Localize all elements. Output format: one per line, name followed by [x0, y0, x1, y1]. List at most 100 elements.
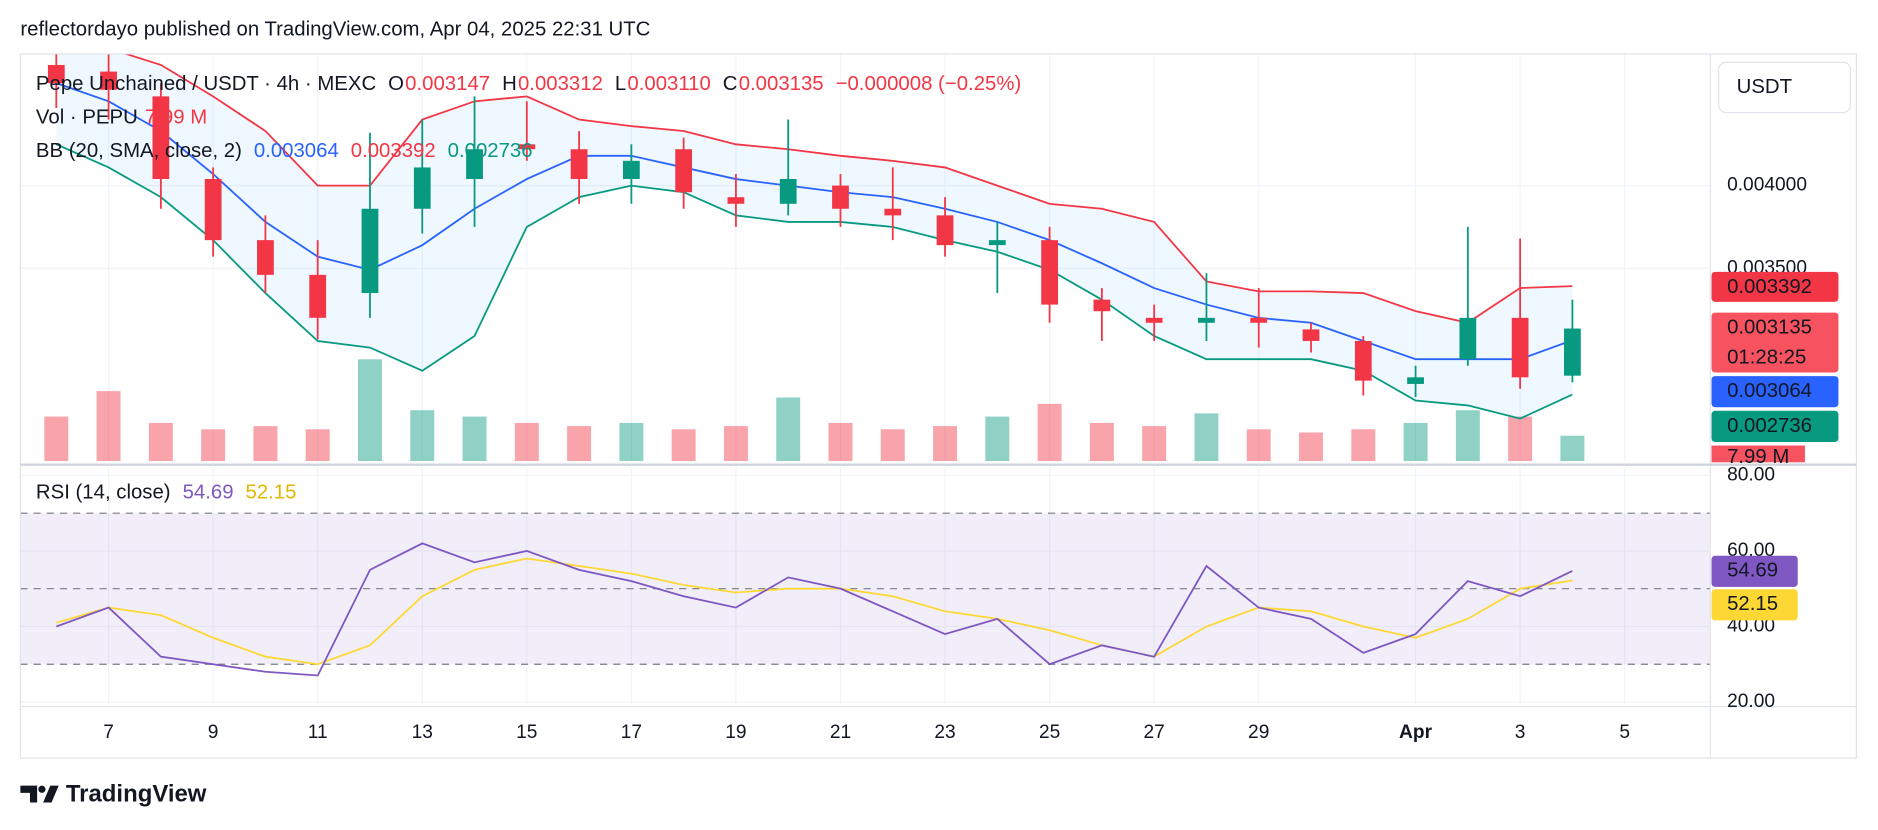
rsi-tick-label: 20.00 — [1727, 691, 1775, 712]
volume-bar — [933, 426, 958, 462]
legend-row: RSI (14, close) 54.69 52.15 — [36, 482, 297, 504]
volume-bar — [776, 397, 801, 462]
legend-row: Vol · PEPU 7.99 M — [36, 107, 207, 129]
volume-bar — [1142, 426, 1167, 462]
unit-label: USDT — [1737, 76, 1792, 98]
candle-body — [675, 149, 693, 193]
volume-bar — [671, 429, 696, 462]
rsi-line — [56, 557, 1573, 666]
candle-body — [727, 197, 745, 204]
logo-dot — [38, 785, 46, 793]
price-tag — [1711, 312, 1839, 373]
candle-body — [884, 208, 902, 216]
volume-bar — [880, 429, 905, 462]
price-tag-label: 7.99 M — [1727, 446, 1789, 468]
legend-item: 0.003135 — [739, 73, 824, 95]
byline: reflectordayo published on TradingView.c… — [20, 18, 650, 40]
overlay: 7 9 11 13 15 17 19 21 23 25 27 29 Apr 3 5 0.004000 0.003… — [36, 61, 1852, 743]
rsi-line — [55, 542, 1573, 677]
volume-bar — [305, 429, 330, 462]
candle-body — [779, 179, 797, 204]
rsi-tag-label: 52.15 — [1727, 593, 1778, 615]
x-tick-label: 21 — [830, 722, 851, 743]
volume-bar — [1246, 429, 1271, 462]
candle-body — [1459, 317, 1477, 360]
legend-item: 52.15 — [246, 482, 297, 504]
rsi-tag — [1711, 589, 1798, 621]
candle-body — [47, 64, 65, 84]
candle-body — [466, 149, 483, 180]
x-tick-label: 23 — [934, 722, 955, 743]
x-tick-label: 15 — [516, 722, 537, 743]
volume-bar — [1560, 435, 1585, 462]
rsi-pane — [20, 512, 1711, 677]
volume-bar — [1037, 403, 1062, 462]
candle-body — [1145, 317, 1163, 323]
x-tick-label: 13 — [412, 722, 433, 743]
legend-item: BB (20, SMA, close, 2) — [36, 140, 242, 162]
legend-item: RSI (14, close) — [36, 482, 171, 504]
x-tick-label: 11 — [308, 722, 328, 743]
bb-line — [123, 53, 1573, 324]
candle-body — [1250, 317, 1268, 323]
volume-bar — [1508, 416, 1533, 462]
volume-bar — [1089, 422, 1114, 462]
legend-item: L — [615, 73, 626, 95]
price-tag-label: 0.002736 — [1727, 415, 1812, 437]
candle-body — [936, 215, 954, 246]
volume-bar — [828, 422, 853, 462]
legend-item: H — [502, 73, 517, 95]
volume-bar — [1455, 410, 1480, 462]
y-tick-label: 0.004000 — [1727, 175, 1807, 196]
rsi-tick-label: 40.00 — [1727, 616, 1775, 637]
x-tick-label: 5 — [1619, 722, 1630, 743]
legend-item: 0.003110 — [627, 73, 710, 95]
volume-bar — [567, 426, 592, 462]
candle-body — [361, 208, 379, 294]
legend-item: 54.69 — [183, 482, 234, 504]
candle-body — [570, 149, 588, 180]
volume-bar — [619, 422, 644, 462]
frame — [19, 53, 1858, 759]
legend-row: BB (20, SMA, close, 2) 0.003064 0.003392 0.… — [36, 140, 533, 162]
price-tag-label: 0.003064 — [1727, 380, 1812, 402]
volume-bar — [1299, 432, 1323, 462]
legend-item: 0.003064 — [254, 140, 339, 162]
candle-body — [1041, 240, 1058, 305]
volume-bar — [358, 359, 382, 462]
unit-box — [1718, 61, 1852, 114]
candle-body — [832, 185, 849, 209]
x-tick-label: 17 — [621, 722, 642, 743]
volume-bar — [514, 422, 539, 462]
legend-item: Vol · PEPU — [36, 107, 138, 129]
volume-bar — [723, 426, 748, 462]
logo-slash — [43, 785, 59, 803]
candle-body — [1198, 317, 1215, 323]
legend-item: 0.003312 — [518, 73, 603, 95]
candle-body — [622, 160, 640, 180]
brand-name: TradingView — [66, 781, 207, 808]
price-tag — [1711, 410, 1839, 442]
price-tag — [1711, 376, 1839, 408]
bb-line — [56, 82, 1573, 361]
candle-body — [1511, 317, 1529, 378]
legend-row: Pepe Unchained / USDT · 4h · MEXC O0.0031… — [36, 73, 1021, 95]
volume-bar — [96, 391, 121, 462]
legend-item: 0.003147 — [405, 73, 490, 95]
logo-mark — [20, 785, 38, 803]
price-tag — [1711, 271, 1839, 302]
price-tag — [1711, 445, 1805, 463]
volume-bar — [410, 410, 435, 462]
candle-body — [100, 71, 117, 90]
x-tick-label: 25 — [1039, 722, 1060, 743]
x-tick-label: 19 — [725, 722, 746, 743]
legend-item: 0.003392 — [351, 140, 436, 162]
volume-bar — [1351, 429, 1376, 462]
candle-body — [988, 240, 1006, 246]
rsi-tick-label: 80.00 — [1727, 464, 1775, 485]
price-pane — [44, 53, 1585, 462]
candle-body — [1564, 328, 1581, 376]
